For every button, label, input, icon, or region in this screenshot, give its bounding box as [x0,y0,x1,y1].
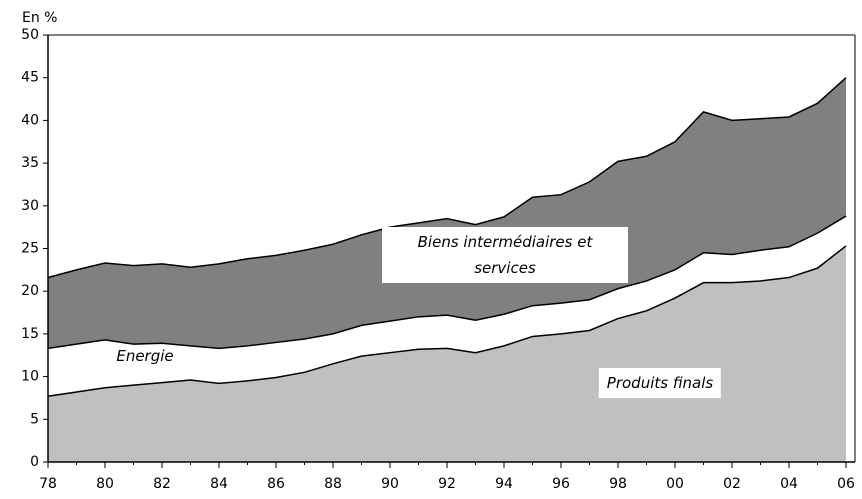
y-tick-label: 40 [21,112,39,128]
x-tick-label: 06 [837,476,855,492]
y-tick-label: 25 [21,241,39,257]
x-tick-label: 96 [552,476,570,492]
series-label: Energie [116,347,174,365]
y-tick-label: 0 [30,454,39,470]
y-tick-label: 20 [21,283,39,299]
x-tick-label: 02 [723,476,741,492]
x-tick-label: 78 [39,476,57,492]
x-tick-label: 94 [495,476,513,492]
x-tick-label: 04 [780,476,798,492]
area [48,245,846,462]
boundary-line [47,77,847,279]
x-tick-label: 84 [210,476,228,492]
y-tick-label: 5 [30,411,39,427]
boundary-line [47,215,847,350]
x-tick-label: 90 [381,476,399,492]
x-tick-label: 80 [96,476,114,492]
series-label: Produits finals [598,368,722,398]
boundary-line [47,245,847,397]
x-tick-label: 88 [324,476,342,492]
area [48,216,846,397]
y-tick-label: 10 [21,369,39,385]
series-label: Biens intermédiaires et services [382,227,628,283]
y-tick-label: 50 [21,27,39,43]
x-tick-label: 98 [609,476,627,492]
x-tick-label: 00 [666,476,684,492]
x-tick-label: 82 [153,476,171,492]
y-axis-label: En % [22,10,57,26]
x-tick-label: 92 [438,476,456,492]
y-tick-label: 45 [21,70,39,86]
y-tick-label: 15 [21,326,39,342]
y-tick-label: 30 [21,198,39,214]
y-tick-label: 35 [21,155,39,171]
x-tick-label: 86 [267,476,285,492]
